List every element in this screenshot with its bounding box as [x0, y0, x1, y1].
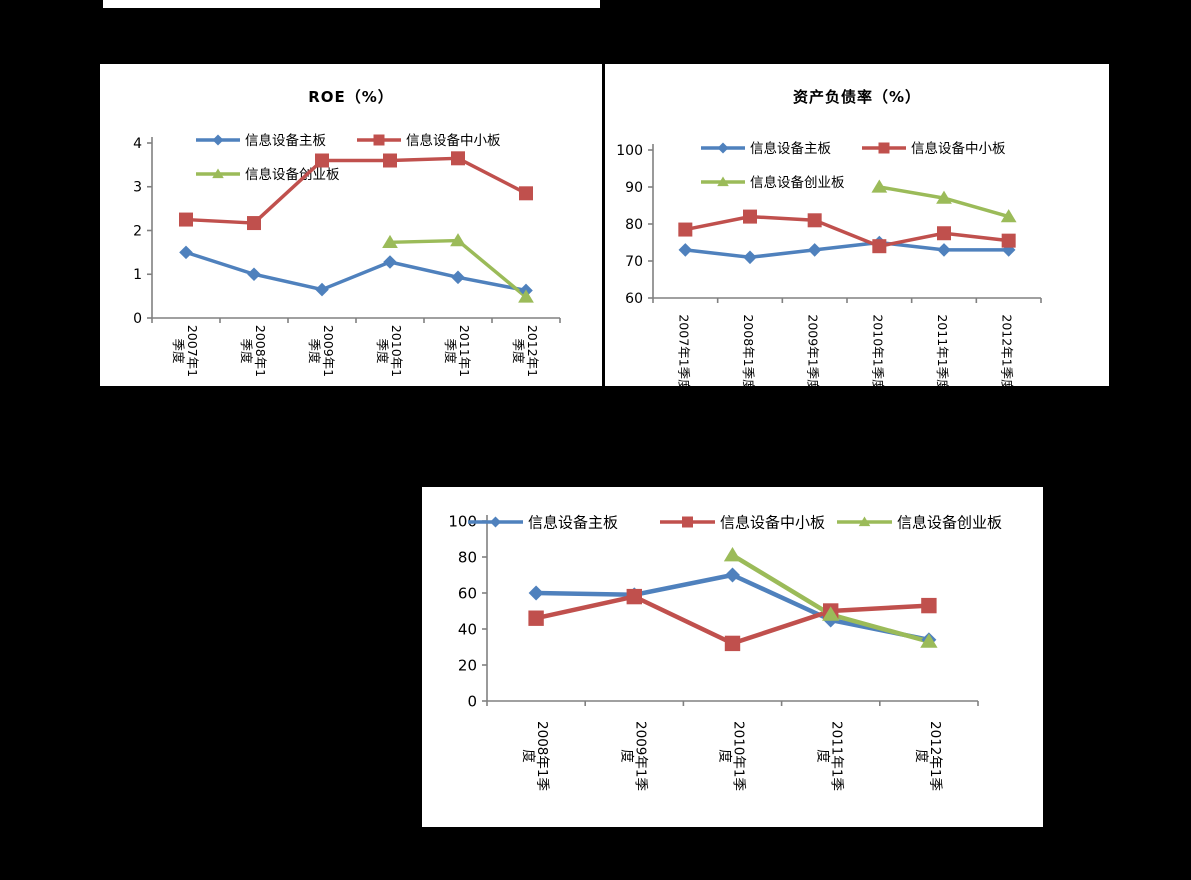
svg-text:2012年1: 2012年1	[525, 325, 540, 377]
svg-text:2009年1: 2009年1	[321, 325, 336, 377]
roe-chart-panel: 0 1 2 3 4 2007年1 季度 2008年1 季度 2009年1 季度 2010年1 季度 201…	[100, 64, 602, 386]
svg-text:度: 度	[717, 749, 733, 763]
growth-chart-panel: 0 20 40 60 80 100 2008年1季度 2009年1季度 2010年1季度 2011…	[422, 487, 1043, 827]
svg-text:0: 0	[467, 692, 477, 710]
svg-text:2008年1季: 2008年1季	[534, 721, 550, 791]
svg-text:季度: 季度	[375, 338, 390, 364]
svg-text:3: 3	[133, 180, 142, 196]
svg-text:80: 80	[625, 217, 643, 233]
svg-text:季度: 季度	[511, 338, 526, 364]
svg-text:100: 100	[448, 512, 477, 530]
svg-text:2009年1季: 2009年1季	[632, 721, 648, 791]
svg-text:60: 60	[625, 291, 643, 307]
debt-ratio-chart-panel: 60 70 80 90 100 2007年1季度 2008年1季度 2009年1季度 2010年…	[605, 64, 1109, 386]
svg-text:2008年1: 2008年1	[253, 325, 268, 377]
svg-text:80: 80	[458, 548, 477, 566]
svg-text:度: 度	[520, 749, 536, 763]
svg-text:40: 40	[458, 620, 477, 638]
svg-text:信息设备中小板: 信息设备中小板	[911, 140, 1006, 157]
svg-text:度: 度	[618, 749, 634, 763]
svg-text:2007年1: 2007年1	[185, 325, 200, 377]
svg-text:季度: 季度	[239, 338, 254, 364]
svg-text:信息设备主板: 信息设备主板	[750, 140, 831, 157]
svg-text:信息设备主板: 信息设备主板	[245, 132, 326, 149]
svg-text:2011年1季度: 2011年1季度	[935, 314, 950, 386]
svg-text:信息设备创业板: 信息设备创业板	[245, 166, 340, 183]
svg-text:70: 70	[625, 254, 643, 270]
svg-text:信息设备中小板: 信息设备中小板	[406, 132, 501, 149]
svg-text:2: 2	[133, 223, 142, 239]
top-strip	[103, 0, 600, 8]
svg-text:60: 60	[458, 584, 477, 602]
svg-text:2008年1季度: 2008年1季度	[741, 314, 756, 386]
svg-text:信息设备创业板: 信息设备创业板	[750, 174, 845, 191]
svg-text:20: 20	[458, 656, 477, 674]
debt-ratio-chart-canvas: 60 70 80 90 100 2007年1季度 2008年1季度 2009年1季度 2010年…	[616, 140, 1042, 386]
svg-text:度: 度	[815, 749, 831, 763]
svg-text:2012年1季: 2012年1季	[927, 721, 943, 791]
svg-text:0: 0	[133, 311, 142, 327]
svg-text:2010年1: 2010年1	[389, 325, 404, 377]
svg-text:2011年1: 2011年1	[457, 325, 472, 377]
svg-text:2010年1季度: 2010年1季度	[870, 314, 885, 386]
svg-text:信息设备创业板: 信息设备创业板	[897, 514, 1002, 532]
svg-text:100: 100	[616, 143, 643, 159]
svg-text:2009年1季度: 2009年1季度	[806, 314, 821, 386]
svg-text:2010年1季: 2010年1季	[731, 721, 747, 791]
svg-text:季度: 季度	[307, 338, 322, 364]
svg-text:季度: 季度	[171, 338, 186, 364]
svg-text:2012年1季度: 2012年1季度	[1000, 314, 1015, 386]
roe-chart-title: ROE（%）	[308, 88, 394, 106]
debt-ratio-chart-title: 资产负债率（%）	[792, 88, 922, 106]
svg-text:度: 度	[913, 749, 929, 763]
svg-text:季度: 季度	[443, 338, 458, 364]
svg-text:2011年1季: 2011年1季	[829, 721, 845, 791]
svg-text:信息设备主板: 信息设备主板	[528, 514, 618, 532]
svg-text:2007年1季度: 2007年1季度	[676, 314, 691, 386]
svg-text:信息设备中小板: 信息设备中小板	[720, 514, 825, 532]
svg-text:1: 1	[133, 267, 142, 283]
svg-text:4: 4	[133, 136, 142, 152]
svg-text:90: 90	[625, 180, 643, 196]
